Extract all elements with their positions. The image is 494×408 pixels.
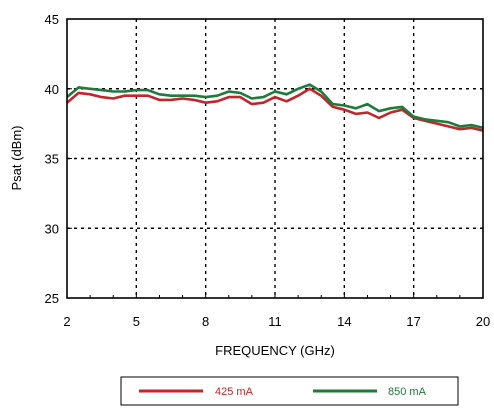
legend-label-850ma: 850 mA (388, 386, 427, 398)
x-tick-label: 5 (133, 314, 140, 329)
legend: 425 mA 850 mA (120, 376, 459, 406)
series-line-850-ma (66, 83, 484, 130)
legend-label-425ma: 425 mA (215, 386, 254, 398)
y-tick-label: 40 (45, 82, 59, 97)
series-layer (66, 83, 484, 132)
plot-frame (66, 18, 484, 299)
y-tick-label: 35 (45, 152, 59, 167)
tick-marks (66, 18, 484, 299)
x-axis-label: FREQUENCY (GHz) (215, 343, 335, 358)
x-tick-label: 17 (406, 314, 420, 329)
y-axis-label: Psat (dBm) (9, 125, 24, 190)
x-tick-labels: 2 5 8 11 14 17 20 (63, 314, 490, 329)
x-tick-label: 14 (337, 314, 351, 329)
x-tick-label: 11 (268, 314, 282, 329)
grid-lines (67, 19, 483, 298)
x-tick-label: 20 (476, 314, 490, 329)
y-tick-label: 30 (45, 221, 59, 236)
y-tick-label: 45 (45, 12, 59, 27)
y-tick-label: 25 (45, 291, 59, 306)
y-tick-labels: 25 30 35 40 45 (45, 12, 59, 306)
x-tick-label: 8 (202, 314, 209, 329)
x-tick-label: 2 (63, 314, 70, 329)
